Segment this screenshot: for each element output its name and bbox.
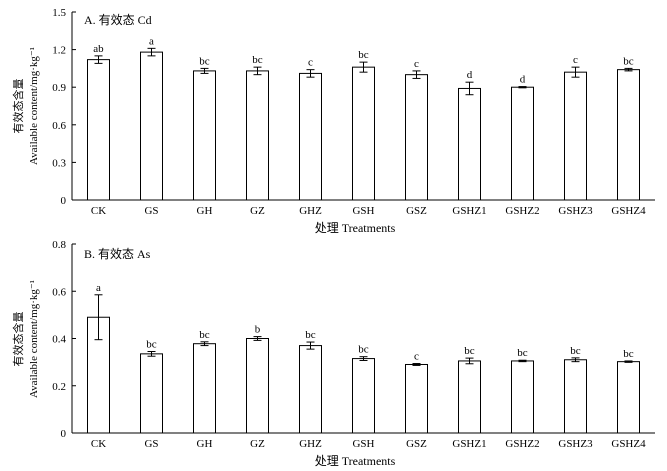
y-tick-label: 0: [61, 428, 67, 440]
x-tick-label: GHZ: [299, 438, 322, 450]
bar: [617, 361, 640, 434]
significance-letter: c: [414, 58, 419, 70]
y-tick-label: 0.9: [52, 82, 66, 94]
y-tick-label: 0.6: [52, 120, 66, 132]
significance-letter: a: [149, 35, 154, 47]
bar: [193, 70, 216, 201]
bar: [458, 87, 481, 201]
significance-letter: b: [255, 324, 261, 336]
bar: [140, 353, 163, 434]
y-ticks: 0 0.2 0.4 0.6 0.8: [52, 239, 76, 440]
x-tick-label: GSHZ4: [611, 205, 646, 217]
bar: [299, 345, 322, 434]
x-tick-label: GSHZ3: [558, 205, 593, 217]
significance-letter: c: [573, 54, 578, 66]
significance-letter: bc: [358, 344, 369, 356]
bars: ab a bc bc c bc c d d c bc: [87, 35, 640, 201]
significance-letter: bc: [623, 55, 634, 67]
x-tick-label: GSHZ3: [558, 438, 593, 450]
x-tick-label: GSZ: [406, 205, 427, 217]
y-axis-label-en: Available content/mg·kg⁻¹: [28, 47, 40, 165]
bar: [405, 74, 428, 201]
x-tick-label: GH: [197, 205, 213, 217]
x-tick-label: GSH: [352, 438, 374, 450]
panel-label: A. 有效态 Cd: [84, 12, 152, 27]
bar: [87, 59, 110, 201]
x-tick-label: GSHZ4: [611, 438, 646, 450]
x-tick-label: GH: [197, 438, 213, 450]
significance-letter: bc: [199, 55, 210, 67]
bar: [352, 358, 375, 434]
bar: [246, 338, 269, 434]
significance-letter: c: [308, 57, 313, 69]
bar: [246, 70, 269, 201]
y-tick-label: 0: [61, 195, 67, 207]
bar: [458, 360, 481, 434]
bars: a bc bc b bc bc c bc bc bc bc: [87, 282, 640, 434]
bar: [140, 51, 163, 201]
panel-cd: A. 有效态 Cd 有效态含量 Available content/mg·kg⁻…: [11, 7, 655, 235]
x-tick-label: GS: [144, 205, 158, 217]
significance-letter: ab: [93, 43, 104, 55]
significance-letter: d: [467, 69, 473, 81]
bar: [405, 363, 428, 434]
significance-letter: a: [96, 282, 101, 294]
significance-letter: c: [414, 351, 419, 363]
significance-letter: bc: [464, 345, 475, 357]
bar: [299, 72, 322, 201]
y-axis-label-cn: 有效态含量: [11, 79, 25, 134]
panel-as: B. 有效态 As 有效态含量 Available content/mg·kg⁻…: [11, 239, 655, 468]
x-tick-label: GSHZ2: [505, 438, 539, 450]
x-axis-label: 处理 Treatments: [315, 221, 396, 235]
bar: [511, 86, 534, 201]
y-tick-label: 0.3: [52, 157, 66, 169]
bar: [193, 343, 216, 434]
significance-letter: bc: [570, 345, 581, 357]
significance-letter: bc: [517, 347, 528, 359]
y-tick-label: 1.5: [52, 7, 66, 19]
significance-letter: bc: [199, 329, 210, 341]
y-axis-label-en: Available content/mg·kg⁻¹: [28, 280, 40, 398]
x-tick-label: GSHZ1: [452, 438, 486, 450]
x-tick-label: CK: [91, 205, 106, 217]
y-axis-label-cn: 有效态含量: [11, 312, 25, 367]
bar: [352, 66, 375, 201]
x-tick-label: CK: [91, 438, 106, 450]
bar: [617, 69, 640, 201]
significance-letter: d: [520, 74, 526, 86]
y-tick-label: 0.4: [52, 334, 66, 346]
x-tick-label: GSHZ2: [505, 205, 539, 217]
x-ticks: CK GS GH GZ GHZ GSH GSZ GSHZ1 GSHZ2 GSHZ3 GSHZ4: [91, 429, 646, 450]
significance-letter: bc: [146, 338, 157, 350]
significance-letter: bc: [623, 348, 634, 360]
x-tick-label: GSH: [352, 205, 374, 217]
y-ticks: 0 0.3 0.6 0.9 1.2 1.5: [52, 7, 76, 207]
y-tick-label: 1.2: [52, 45, 66, 57]
bar: [511, 360, 534, 434]
x-tick-label: GSHZ1: [452, 205, 486, 217]
y-tick-label: 0.6: [52, 286, 66, 298]
x-tick-label: GS: [144, 438, 158, 450]
bar: [564, 359, 587, 434]
x-tick-label: GZ: [250, 205, 265, 217]
panel-label: B. 有效态 As: [84, 246, 151, 261]
x-tick-label: GZ: [250, 438, 265, 450]
y-tick-label: 0.2: [52, 381, 66, 393]
significance-letter: bc: [252, 54, 263, 66]
x-tick-label: GSZ: [406, 438, 427, 450]
significance-letter: bc: [358, 49, 369, 61]
x-axis-label: 处理 Treatments: [315, 454, 396, 468]
x-tick-label: GHZ: [299, 205, 322, 217]
bar: [564, 71, 587, 201]
y-tick-label: 0.8: [52, 239, 66, 251]
significance-letter: bc: [305, 329, 316, 341]
